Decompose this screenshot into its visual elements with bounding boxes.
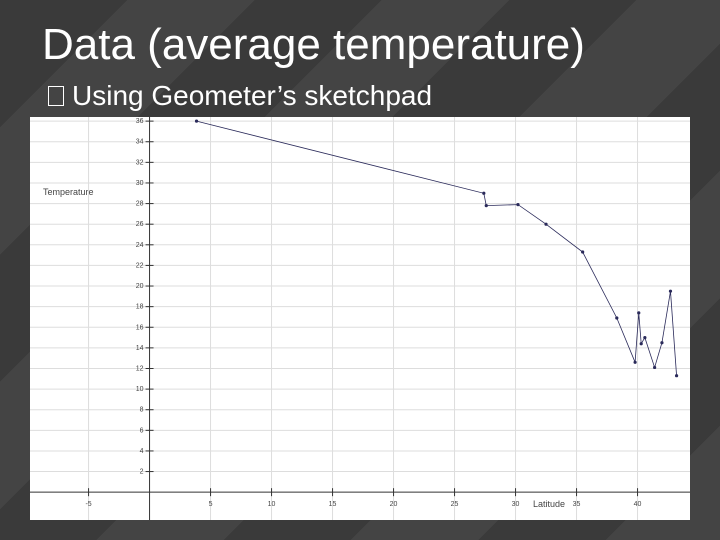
x-tick-label: 5 [209,501,213,508]
x-axis-label: Latitude [533,499,565,509]
data-point [668,289,673,293]
y-tick-label: 14 [136,345,144,352]
y-axis-label: Temperature [43,187,94,197]
x-tick-label: 15 [329,501,337,508]
y-tick-label: 10 [136,386,144,393]
y-tick-label: 36 [136,118,144,125]
data-point [194,119,199,123]
chart: Temperature Latitude -5 5 10 15 20 25 30 35 4024… [30,117,690,520]
slide-title: Data (average temperature) [42,20,585,69]
data-point [581,250,585,254]
x-tick-label: 20 [390,501,398,508]
y-tick-label: 24 [136,242,144,249]
x-tick-label: 10 [268,501,276,508]
data-point [544,222,548,226]
y-tick-label: 12 [136,365,144,372]
data-point [637,311,641,315]
data-point [660,341,664,345]
x-tick-label: 35 [573,501,581,508]
y-tick-label: 28 [136,201,144,208]
data-point [639,342,643,346]
bullet-text: Using Geometer’s sketchpad [72,80,433,111]
data-line [196,120,677,376]
y-tick-label: 4 [140,448,144,455]
x-tick-label: -5 [85,501,91,508]
data-point [643,335,647,340]
x-tick-label: 40 [634,501,642,508]
y-tick-label: 30 [136,180,144,187]
data-point [484,204,488,208]
x-tick-label: 25 [451,501,459,508]
bullet-marker [48,86,64,106]
data-point [633,360,637,364]
data-point [516,203,520,207]
y-tick-label: 22 [136,262,144,269]
y-tick-label: 26 [136,221,144,228]
data-point [615,316,619,320]
y-tick-label: 34 [136,139,144,146]
y-tick-label: 20 [136,283,144,290]
y-tick-label: 8 [140,407,144,414]
y-tick-label: 32 [136,159,144,166]
data-point [653,365,657,370]
y-tick-label: 6 [140,427,144,434]
data-point [482,191,486,195]
x-tick-label: 30 [512,501,520,508]
data-point [674,374,679,378]
y-tick-label: 16 [136,324,144,331]
y-tick-label: 2 [140,469,144,476]
y-tick-label: 18 [136,304,144,311]
